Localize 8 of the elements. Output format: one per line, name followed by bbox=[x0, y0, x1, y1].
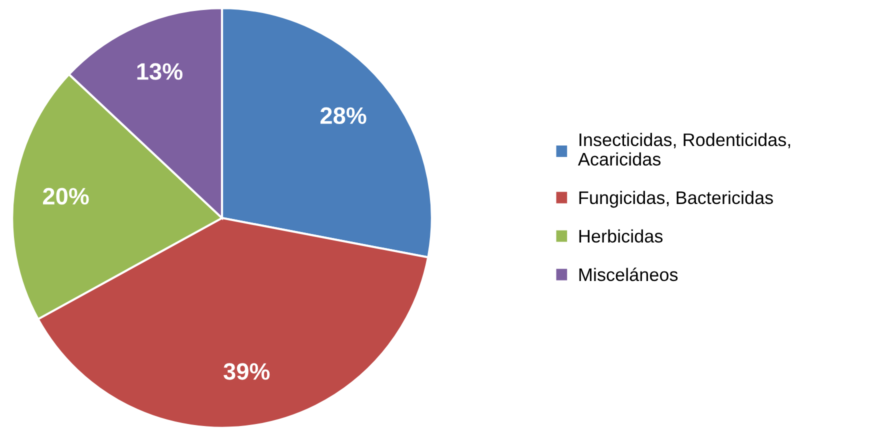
data-label: 28% bbox=[320, 107, 366, 124]
data-label: 13% bbox=[137, 63, 182, 80]
legend-label: Herbicidas bbox=[579, 229, 663, 243]
legend-label: Fungicidas, Bactericidas bbox=[579, 190, 773, 208]
data-label: 39% bbox=[224, 363, 270, 380]
legend-label: Insecticidas, Rodenticidas, Acaricidas bbox=[578, 132, 790, 166]
data-label: 20% bbox=[43, 188, 89, 205]
legend-label: Misceláneos bbox=[579, 268, 678, 282]
